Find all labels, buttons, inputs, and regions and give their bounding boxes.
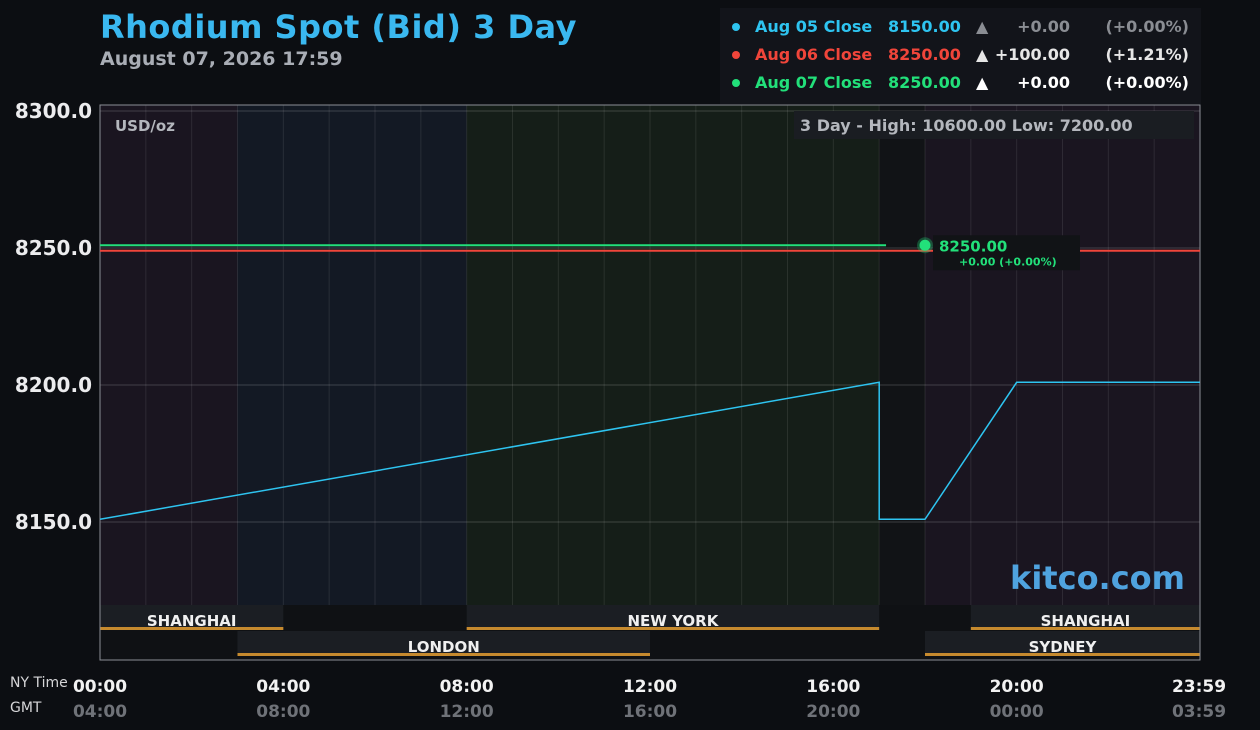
session-box [237,631,650,655]
x-tick-label-ny: 23:59 [1172,677,1226,697]
unit-label: USD/oz [115,117,175,135]
x-tick-label-ny: 00:00 [73,677,127,697]
session-top-bar [466,627,880,630]
session-band [100,105,238,605]
session-box [970,605,1200,629]
legend-change: +0.00 [1017,17,1070,36]
x-tick-label-gmt: 04:00 [73,702,127,722]
session-bottom-label: SYDNEY [1029,638,1098,656]
chart-legend: Aug 05 Close 8150.00 ▲ +0.00 (+0.00%) Au… [720,8,1201,104]
legend-value: 8250.00 [888,45,961,64]
current-value-label: 8250.00 [939,237,1007,255]
legend-label: Aug 07 Close [755,73,873,92]
x-tick-label-gmt: 08:00 [256,702,310,722]
session-band [879,105,925,605]
up-arrow-icon: ▲ [976,17,989,36]
y-tick-label: 8150.0 [15,510,92,534]
legend-change: +100.00 [994,45,1070,64]
range-box [794,111,1194,139]
x-tick-label-gmt: 03:59 [1172,702,1226,722]
legend-item-aug07: Aug 07 Close 8250.00 ▲ +0.00 (+0.00%) [720,70,1201,98]
legend-dot-icon [732,79,740,87]
current-label-bg [933,235,1080,271]
x-tick-label-ny: 16:00 [806,677,860,697]
session-bottom-label: LONDON [408,638,480,656]
y-tick-label: 8300.0 [15,99,92,123]
x-tick-label-ny: 12:00 [623,677,677,697]
legend-percent: (+1.21%) [1105,45,1189,64]
range-label: 3 Day - High: 10600.00 Low: 7200.00 [800,116,1133,135]
up-arrow-icon: ▲ [976,73,989,92]
y-tick-label: 8250.0 [15,236,92,260]
legend-percent: (+0.00%) [1105,17,1189,36]
session-band [925,105,1200,605]
x-tick-label-ny: 20:00 [990,677,1044,697]
current-change-label: +0.00 (+0.00%) [959,255,1057,268]
legend-value: 8250.00 [888,73,961,92]
legend-label: Aug 05 Close [755,17,873,36]
session-box [466,605,880,629]
up-arrow-icon: ▲ [976,45,989,64]
session-top-label: SHANGHAI [1041,612,1131,630]
x-tick-label-gmt: 20:00 [806,702,860,722]
page-title: Rhodium Spot (Bid) 3 Day [100,8,578,46]
ny-time-label: NY Time [10,675,68,691]
x-tick-label-gmt: 16:00 [623,702,677,722]
session-top-bar [970,627,1200,630]
x-tick-label-ny: 08:00 [440,677,494,697]
y-tick-label: 8200.0 [15,373,92,397]
x-tick-label-gmt: 00:00 [990,702,1044,722]
gmt-label: GMT [10,700,42,716]
legend-dot-icon [732,51,740,59]
price-series-line [99,381,1200,521]
current-point [919,239,931,251]
x-tick-label-ny: 04:00 [256,677,310,697]
session-top-label: NEW YORK [628,612,720,630]
page-subtitle: August 07, 2026 17:59 [100,48,343,70]
session-top-bar [100,627,284,630]
session-band [237,105,467,605]
session-box [925,631,1200,655]
legend-item-aug06: Aug 06 Close 8250.00 ▲ +100.00 (+1.21%) [720,42,1201,70]
session-bottom-bar [237,653,650,656]
legend-dot-icon [732,23,740,31]
session-bottom-bar [925,653,1200,656]
session-top-label: SHANGHAI [147,612,237,630]
legend-label: Aug 06 Close [755,45,873,64]
x-tick-label-gmt: 12:00 [440,702,494,722]
legend-item-aug05: Aug 05 Close 8150.00 ▲ +0.00 (+0.00%) [720,14,1201,42]
session-band [466,105,880,605]
legend-percent: (+0.00%) [1105,73,1189,92]
legend-value: 8150.00 [888,17,961,36]
watermark-logo: kitco.com [1010,559,1185,597]
session-box [100,605,284,629]
legend-change: +0.00 [1017,73,1070,92]
